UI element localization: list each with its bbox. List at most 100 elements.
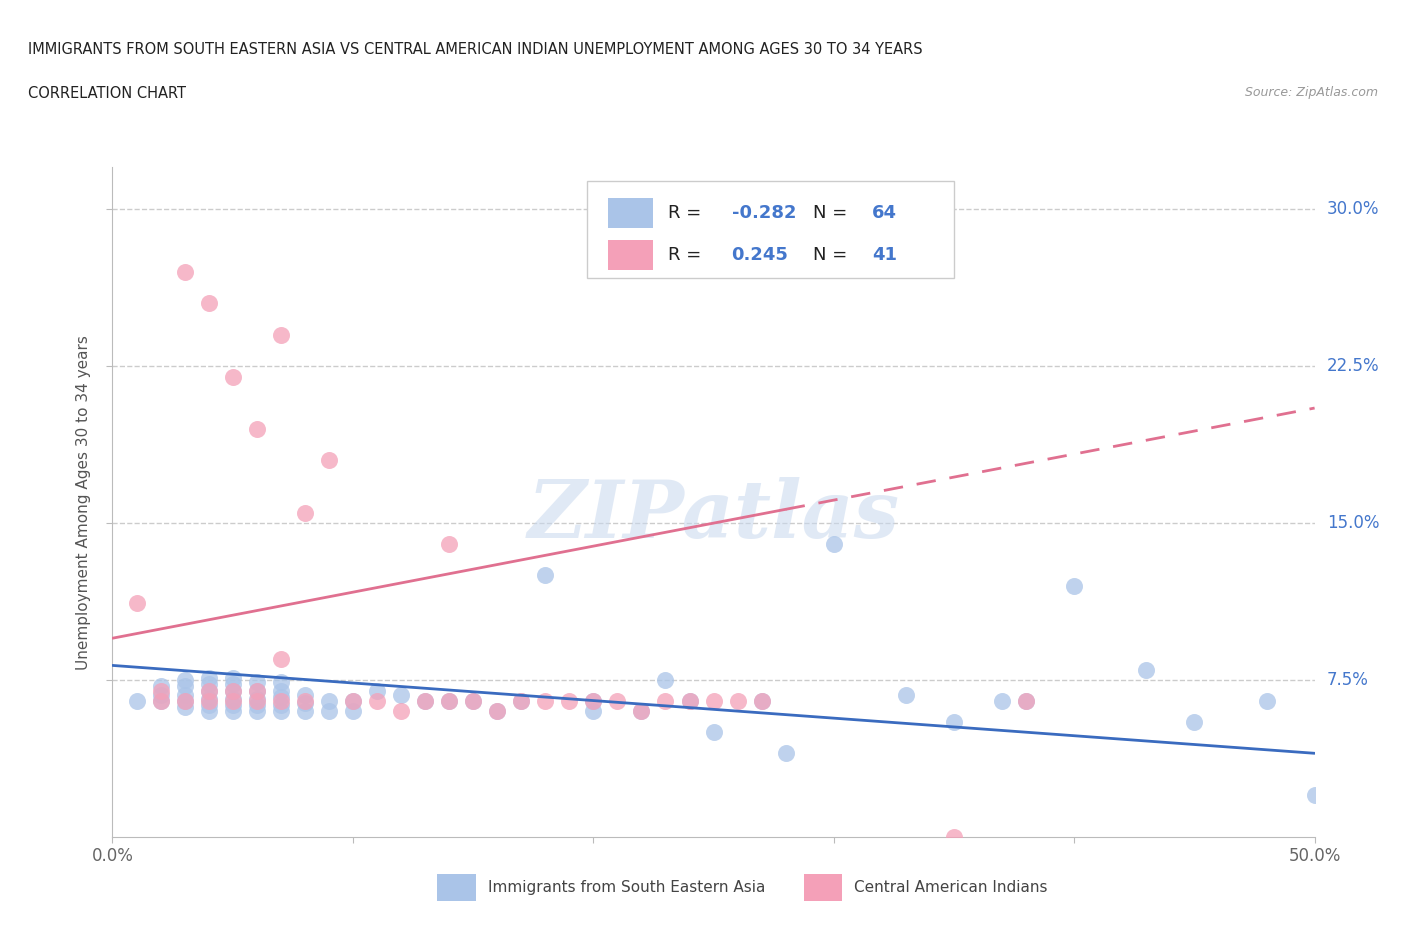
Point bbox=[270, 327, 292, 342]
Point bbox=[558, 694, 581, 709]
Point bbox=[1015, 694, 1038, 709]
Point bbox=[246, 683, 269, 698]
Point bbox=[149, 687, 172, 702]
Point bbox=[630, 704, 652, 719]
Point bbox=[413, 694, 436, 709]
Point bbox=[270, 694, 292, 709]
Point bbox=[125, 694, 148, 709]
Text: 0.245: 0.245 bbox=[731, 246, 789, 263]
Point bbox=[678, 694, 700, 709]
Y-axis label: Unemployment Among Ages 30 to 34 years: Unemployment Among Ages 30 to 34 years bbox=[76, 335, 91, 670]
Point bbox=[149, 679, 172, 694]
Bar bbox=[607, 240, 654, 270]
Point bbox=[173, 687, 195, 702]
Point bbox=[270, 698, 292, 712]
Bar bbox=[804, 874, 842, 900]
Point bbox=[246, 692, 269, 707]
Point bbox=[294, 687, 316, 702]
Text: N =: N = bbox=[813, 204, 848, 222]
Point bbox=[294, 696, 316, 711]
Point bbox=[582, 704, 605, 719]
Text: IMMIGRANTS FROM SOUTH EASTERN ASIA VS CENTRAL AMERICAN INDIAN UNEMPLOYMENT AMONG: IMMIGRANTS FROM SOUTH EASTERN ASIA VS CE… bbox=[28, 42, 922, 57]
Point bbox=[437, 694, 460, 709]
Point bbox=[318, 694, 340, 709]
Point bbox=[751, 694, 773, 709]
Point bbox=[246, 694, 269, 709]
Point bbox=[366, 694, 388, 709]
Point bbox=[173, 694, 195, 709]
Point bbox=[823, 537, 845, 551]
Text: R =: R = bbox=[668, 204, 702, 222]
Point bbox=[389, 704, 412, 719]
Point bbox=[294, 694, 316, 709]
Point bbox=[270, 683, 292, 698]
Point bbox=[197, 698, 219, 712]
Point bbox=[149, 694, 172, 709]
Point bbox=[270, 675, 292, 690]
Point bbox=[1256, 694, 1278, 709]
Point bbox=[270, 704, 292, 719]
Point bbox=[318, 704, 340, 719]
Point bbox=[222, 369, 245, 384]
Text: Central American Indians: Central American Indians bbox=[855, 880, 1047, 895]
Point bbox=[413, 694, 436, 709]
Point bbox=[294, 505, 316, 520]
Point bbox=[173, 700, 195, 715]
Point bbox=[197, 296, 219, 311]
Point bbox=[437, 537, 460, 551]
Point bbox=[197, 692, 219, 707]
Point bbox=[197, 683, 219, 698]
Point bbox=[751, 694, 773, 709]
Bar bbox=[607, 198, 654, 228]
Point bbox=[366, 683, 388, 698]
Point bbox=[461, 694, 484, 709]
Point bbox=[1063, 578, 1085, 593]
Text: ZIPatlas: ZIPatlas bbox=[527, 477, 900, 554]
Point bbox=[894, 687, 917, 702]
Point bbox=[125, 595, 148, 610]
Point bbox=[222, 683, 245, 698]
Point bbox=[486, 704, 509, 719]
Point bbox=[775, 746, 797, 761]
Point bbox=[437, 694, 460, 709]
Bar bbox=[437, 874, 475, 900]
Point bbox=[270, 652, 292, 667]
Text: 22.5%: 22.5% bbox=[1327, 357, 1379, 375]
Point bbox=[702, 725, 725, 740]
Point bbox=[1015, 694, 1038, 709]
Point bbox=[1303, 788, 1326, 803]
Point bbox=[222, 694, 245, 709]
Point bbox=[654, 672, 676, 687]
Point bbox=[534, 694, 557, 709]
Point bbox=[654, 694, 676, 709]
Point bbox=[342, 704, 364, 719]
Point bbox=[270, 689, 292, 704]
Point bbox=[582, 694, 605, 709]
Point bbox=[222, 692, 245, 707]
Point bbox=[197, 683, 219, 698]
Point bbox=[197, 677, 219, 692]
Point bbox=[173, 694, 195, 709]
Point bbox=[173, 265, 195, 280]
Point bbox=[318, 453, 340, 468]
Point bbox=[149, 694, 172, 709]
Point bbox=[486, 704, 509, 719]
Point bbox=[510, 694, 533, 709]
Point bbox=[702, 694, 725, 709]
Point bbox=[246, 675, 269, 690]
Point bbox=[222, 704, 245, 719]
Point bbox=[149, 683, 172, 698]
Point bbox=[727, 694, 749, 709]
Text: CORRELATION CHART: CORRELATION CHART bbox=[28, 86, 186, 100]
Point bbox=[342, 694, 364, 709]
Point bbox=[246, 698, 269, 712]
Point bbox=[173, 679, 195, 694]
Text: Immigrants from South Eastern Asia: Immigrants from South Eastern Asia bbox=[488, 880, 765, 895]
Point bbox=[942, 830, 965, 844]
Text: Source: ZipAtlas.com: Source: ZipAtlas.com bbox=[1244, 86, 1378, 99]
Text: -0.282: -0.282 bbox=[731, 204, 796, 222]
Point bbox=[942, 714, 965, 729]
Point bbox=[197, 704, 219, 719]
Point bbox=[1184, 714, 1206, 729]
Text: 30.0%: 30.0% bbox=[1327, 200, 1379, 219]
